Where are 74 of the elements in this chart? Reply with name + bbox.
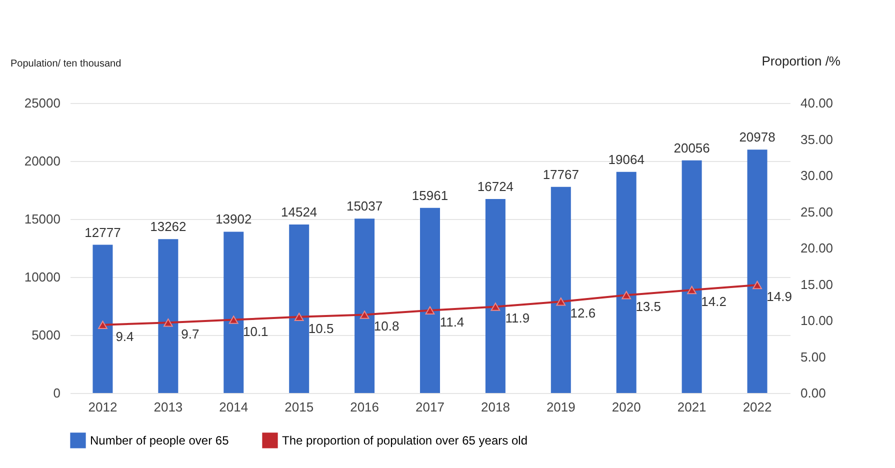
bar — [485, 199, 506, 393]
data-label: 12777 — [84, 224, 121, 240]
y2-tick-label: 35.00 — [800, 132, 834, 147]
data-label: 10.5 — [308, 320, 334, 336]
point — [425, 306, 435, 314]
bar — [289, 224, 310, 393]
x-tick-label: 2018 — [480, 400, 510, 414]
x-tick-label: 2015 — [284, 400, 314, 414]
data-label: 14.9 — [766, 288, 792, 304]
bar — [420, 208, 440, 393]
legend-label: The proportion of population over 65 years old — [282, 433, 528, 448]
data-label: 20978 — [739, 130, 776, 145]
data-label: 15037 — [346, 198, 383, 214]
bar — [550, 186, 571, 393]
x-tick-label: 2019 — [546, 400, 576, 414]
bar — [158, 239, 178, 393]
bar — [224, 232, 244, 393]
x-tick-label: 2022 — [742, 400, 772, 414]
point — [98, 320, 108, 329]
data-label: 14524 — [281, 204, 318, 220]
point — [360, 310, 370, 319]
data-label: 9.4 — [116, 328, 134, 344]
data-label: 19064 — [608, 152, 644, 167]
bar — [682, 160, 702, 393]
x-tick-label: 2021 — [677, 400, 706, 414]
y2-tick-label: 40.00 — [800, 96, 834, 110]
x-tick-label: 2020 — [612, 400, 641, 414]
y-tick-label: 25000 — [24, 96, 60, 110]
x-tick-label: 2014 — [219, 400, 248, 414]
y-tick-label: 0 — [53, 386, 60, 400]
point — [164, 318, 173, 327]
x-tick-label: 2013 — [154, 400, 183, 414]
data-label: 16724 — [477, 179, 514, 194]
data-label: 11.4 — [440, 314, 464, 330]
data-label: 11.9 — [505, 310, 530, 326]
point — [490, 302, 500, 311]
y2-tick-label: 30.00 — [800, 168, 834, 183]
data-label: 20056 — [674, 140, 710, 156]
y2-tick-label: 0.00 — [800, 386, 826, 400]
point — [687, 286, 696, 294]
data-label: 10.1 — [242, 324, 268, 339]
y2-axis-title: Proportion /% — [762, 54, 841, 68]
y2-tick-label: 20.00 — [800, 240, 834, 256]
y-tick-label: 10000 — [24, 270, 60, 284]
bar — [92, 244, 113, 393]
data-label: 13902 — [216, 212, 252, 227]
point — [556, 298, 566, 306]
data-label: 17767 — [542, 166, 579, 182]
data-label: 9.7 — [181, 326, 200, 342]
data-label: 13262 — [150, 219, 186, 234]
data-label: 15961 — [412, 188, 448, 203]
legend-label: Number of people over 65 — [90, 433, 230, 448]
data-label: 14.2 — [701, 294, 726, 310]
x-tick-label: 2016 — [350, 400, 380, 414]
data-label: 12.6 — [570, 306, 596, 321]
y2-tick-label: 10.00 — [800, 313, 834, 328]
bar — [354, 218, 375, 393]
data-label: 10.8 — [374, 318, 400, 334]
data-label: 13.5 — [636, 299, 662, 314]
bar — [747, 150, 768, 393]
y2-tick-label: 5.00 — [800, 349, 826, 364]
y-axis-title: Population/ ten thousand — [10, 58, 122, 70]
y-tick-label: 5000 — [32, 328, 60, 342]
point — [752, 280, 762, 290]
point — [294, 312, 304, 321]
y-tick-label: 20000 — [24, 154, 60, 168]
point — [228, 316, 238, 324]
point — [622, 291, 632, 300]
x-tick-label: 2012 — [88, 400, 118, 414]
x-tick-label: 2017 — [416, 400, 444, 414]
y2-tick-label: 15.00 — [800, 276, 834, 292]
bar — [616, 172, 636, 393]
y2-tick-label: 25.00 — [800, 204, 834, 220]
y-tick-label: 15000 — [24, 212, 60, 226]
